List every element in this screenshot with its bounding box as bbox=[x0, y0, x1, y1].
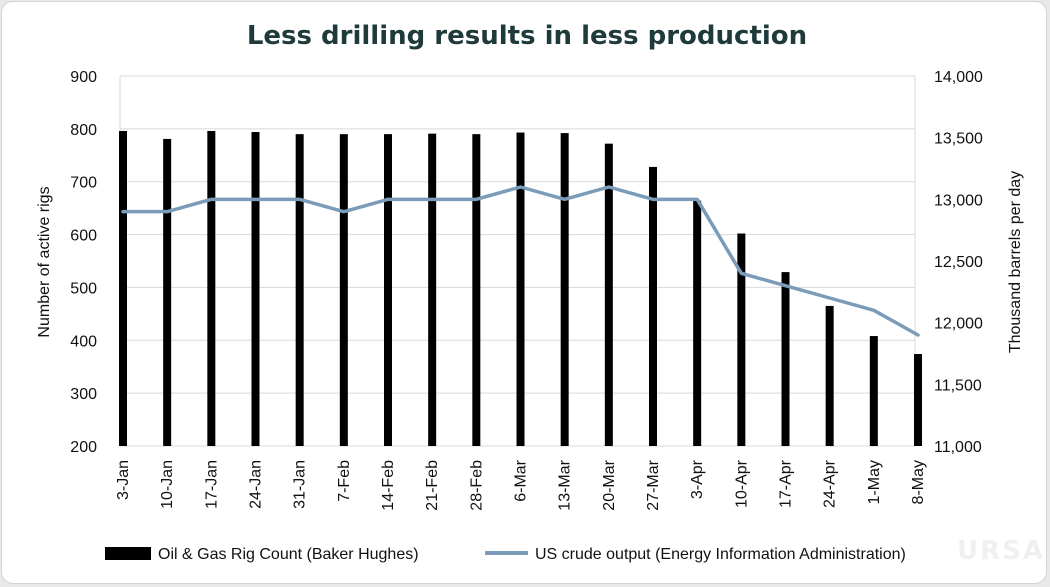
x-tick-label: 10-Apr bbox=[733, 459, 750, 508]
bar bbox=[693, 200, 702, 446]
bar bbox=[295, 134, 304, 446]
x-tick-label: 20-Mar bbox=[601, 459, 618, 510]
bar bbox=[781, 272, 790, 446]
bar bbox=[472, 134, 481, 446]
x-tick-label: 8-May bbox=[910, 460, 927, 504]
bar bbox=[737, 233, 746, 446]
x-tick-label: 3-Jan bbox=[115, 460, 132, 500]
x-tick-label: 1-May bbox=[866, 460, 883, 504]
x-tick-label: 10-Jan bbox=[159, 460, 176, 509]
x-tick-label: 24-Jan bbox=[248, 460, 265, 509]
left-tick-label: 600 bbox=[70, 228, 97, 245]
ursa-watermark: URSA bbox=[957, 536, 1045, 566]
right-tick-label: 11,500 bbox=[934, 377, 982, 394]
right-tick-label: 13,500 bbox=[934, 131, 983, 148]
left-axis-ticks: 200 300 400 500 600 700 800 900 bbox=[70, 69, 97, 456]
right-tick-label: 11,000 bbox=[934, 439, 982, 456]
bar bbox=[604, 143, 613, 446]
x-axis-ticks: 3-Jan 10-Jan 17-Jan 24-Jan 31-Jan 7-Feb 14-Feb… bbox=[115, 459, 927, 510]
legend-label-line: US crude output (Energy Information Admi… bbox=[535, 546, 906, 563]
bar bbox=[207, 130, 216, 446]
bar bbox=[560, 133, 569, 447]
left-tick-label: 500 bbox=[70, 280, 97, 297]
x-tick-label: 27-Mar bbox=[645, 459, 662, 510]
x-tick-label: 3-Apr bbox=[689, 459, 706, 499]
bar bbox=[869, 336, 878, 446]
x-tick-label: 17-Jan bbox=[203, 460, 220, 509]
bar bbox=[339, 134, 348, 446]
right-tick-label: 14,000 bbox=[934, 69, 983, 86]
bar bbox=[825, 305, 834, 446]
right-axis-label: Thousand barrels per day bbox=[1007, 171, 1024, 353]
left-tick-label: 300 bbox=[70, 386, 97, 403]
x-tick-label: 14-Feb bbox=[380, 460, 397, 511]
legend-label-bars: Oil & Gas Rig Count (Baker Hughes) bbox=[158, 546, 419, 563]
right-tick-label: 12,000 bbox=[934, 316, 983, 333]
x-tick-label: 31-Jan bbox=[292, 460, 309, 509]
x-tick-label: 7-Feb bbox=[336, 460, 353, 502]
right-axis-ticks: 11,000 11,500 12,000 12,500 13,000 13,500 14,0… bbox=[934, 69, 983, 456]
bar-series bbox=[119, 130, 922, 447]
bar bbox=[163, 138, 172, 446]
x-tick-label: 6-Mar bbox=[513, 459, 530, 501]
bar bbox=[914, 354, 922, 446]
legend-swatch-bars bbox=[105, 547, 151, 560]
left-tick-label: 900 bbox=[70, 69, 97, 86]
bar bbox=[428, 133, 437, 446]
x-tick-label: 21-Feb bbox=[424, 460, 441, 511]
line-path bbox=[121, 185, 920, 337]
bar bbox=[251, 132, 260, 446]
bar bbox=[649, 166, 657, 446]
right-tick-label: 12,500 bbox=[934, 254, 983, 271]
left-tick-label: 200 bbox=[70, 439, 97, 456]
line-series bbox=[121, 185, 920, 337]
x-tick-label: 13-Mar bbox=[557, 459, 574, 510]
x-tick-label: 28-Feb bbox=[468, 460, 485, 511]
left-tick-label: 400 bbox=[70, 333, 97, 350]
left-tick-label: 800 bbox=[70, 122, 97, 139]
bar bbox=[119, 130, 127, 446]
left-tick-label: 700 bbox=[70, 175, 97, 192]
bar bbox=[384, 134, 392, 446]
x-tick-label: 17-Apr bbox=[778, 459, 795, 508]
bar bbox=[516, 132, 525, 447]
x-tick-label: 24-Apr bbox=[822, 459, 839, 508]
legend: Oil & Gas Rig Count (Baker Hughes) US cr… bbox=[105, 546, 906, 563]
left-axis-label: Number of active rigs bbox=[36, 186, 53, 337]
chart-title: Less drilling results in less production bbox=[247, 21, 807, 51]
right-tick-label: 13,000 bbox=[934, 192, 983, 209]
